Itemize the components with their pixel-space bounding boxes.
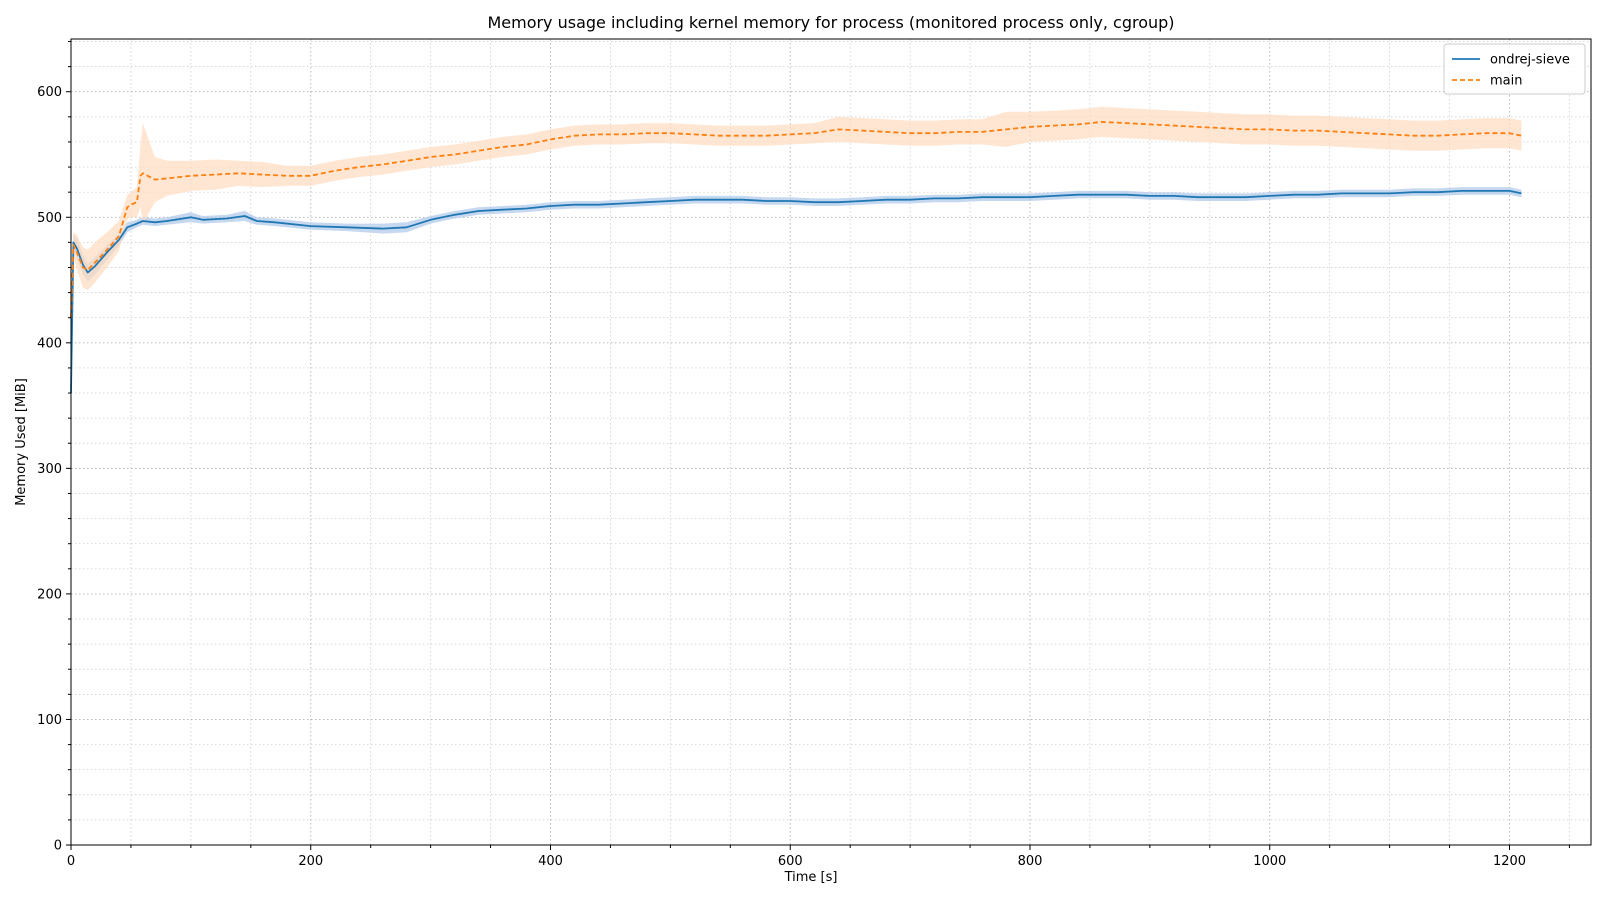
- y-tick-label: 100: [37, 713, 62, 728]
- y-tick-label: 0: [54, 839, 62, 854]
- x-tick-label: 400: [538, 854, 563, 869]
- x-tick-label: 0: [67, 854, 75, 869]
- y-tick-label: 500: [37, 211, 62, 226]
- axis-ticks: 0 200 400 600 800 1000 1200 0 100 200 300 400 500 600: [37, 41, 1570, 869]
- plot-frame: [70, 38, 1592, 846]
- legend-label-main: main: [1490, 74, 1522, 89]
- y-tick-label: 200: [37, 587, 62, 602]
- x-tick-label: 800: [1018, 854, 1043, 869]
- x-tick-label: 1200: [1493, 854, 1526, 869]
- x-axis-title: Time [s]: [784, 870, 838, 885]
- grid-lines: [70, 39, 1591, 846]
- chart-title: Memory usage including kernel memory for…: [487, 13, 1174, 32]
- x-tick-label: 600: [778, 854, 803, 869]
- series-line-main: [70, 121, 1522, 318]
- legend: ondrej-sieve main: [1443, 43, 1586, 95]
- x-tick-label: 200: [298, 854, 323, 869]
- band-main: [71, 106, 1522, 324]
- legend-box: [1443, 43, 1586, 95]
- y-tick-label: 400: [37, 336, 62, 351]
- band-ondrej-sieve: [71, 187, 1522, 397]
- x-tick-label: 1000: [1253, 854, 1286, 869]
- y-axis-title: Memory Used [MiB]: [14, 378, 29, 506]
- y-tick-label: 300: [37, 462, 62, 477]
- series-lines: [70, 121, 1522, 394]
- confidence-bands: [71, 106, 1522, 397]
- series-line-ondrej-sieve: [70, 189, 1522, 394]
- y-tick-label: 600: [37, 85, 62, 100]
- legend-label-ondrej-sieve: ondrej-sieve: [1490, 53, 1570, 68]
